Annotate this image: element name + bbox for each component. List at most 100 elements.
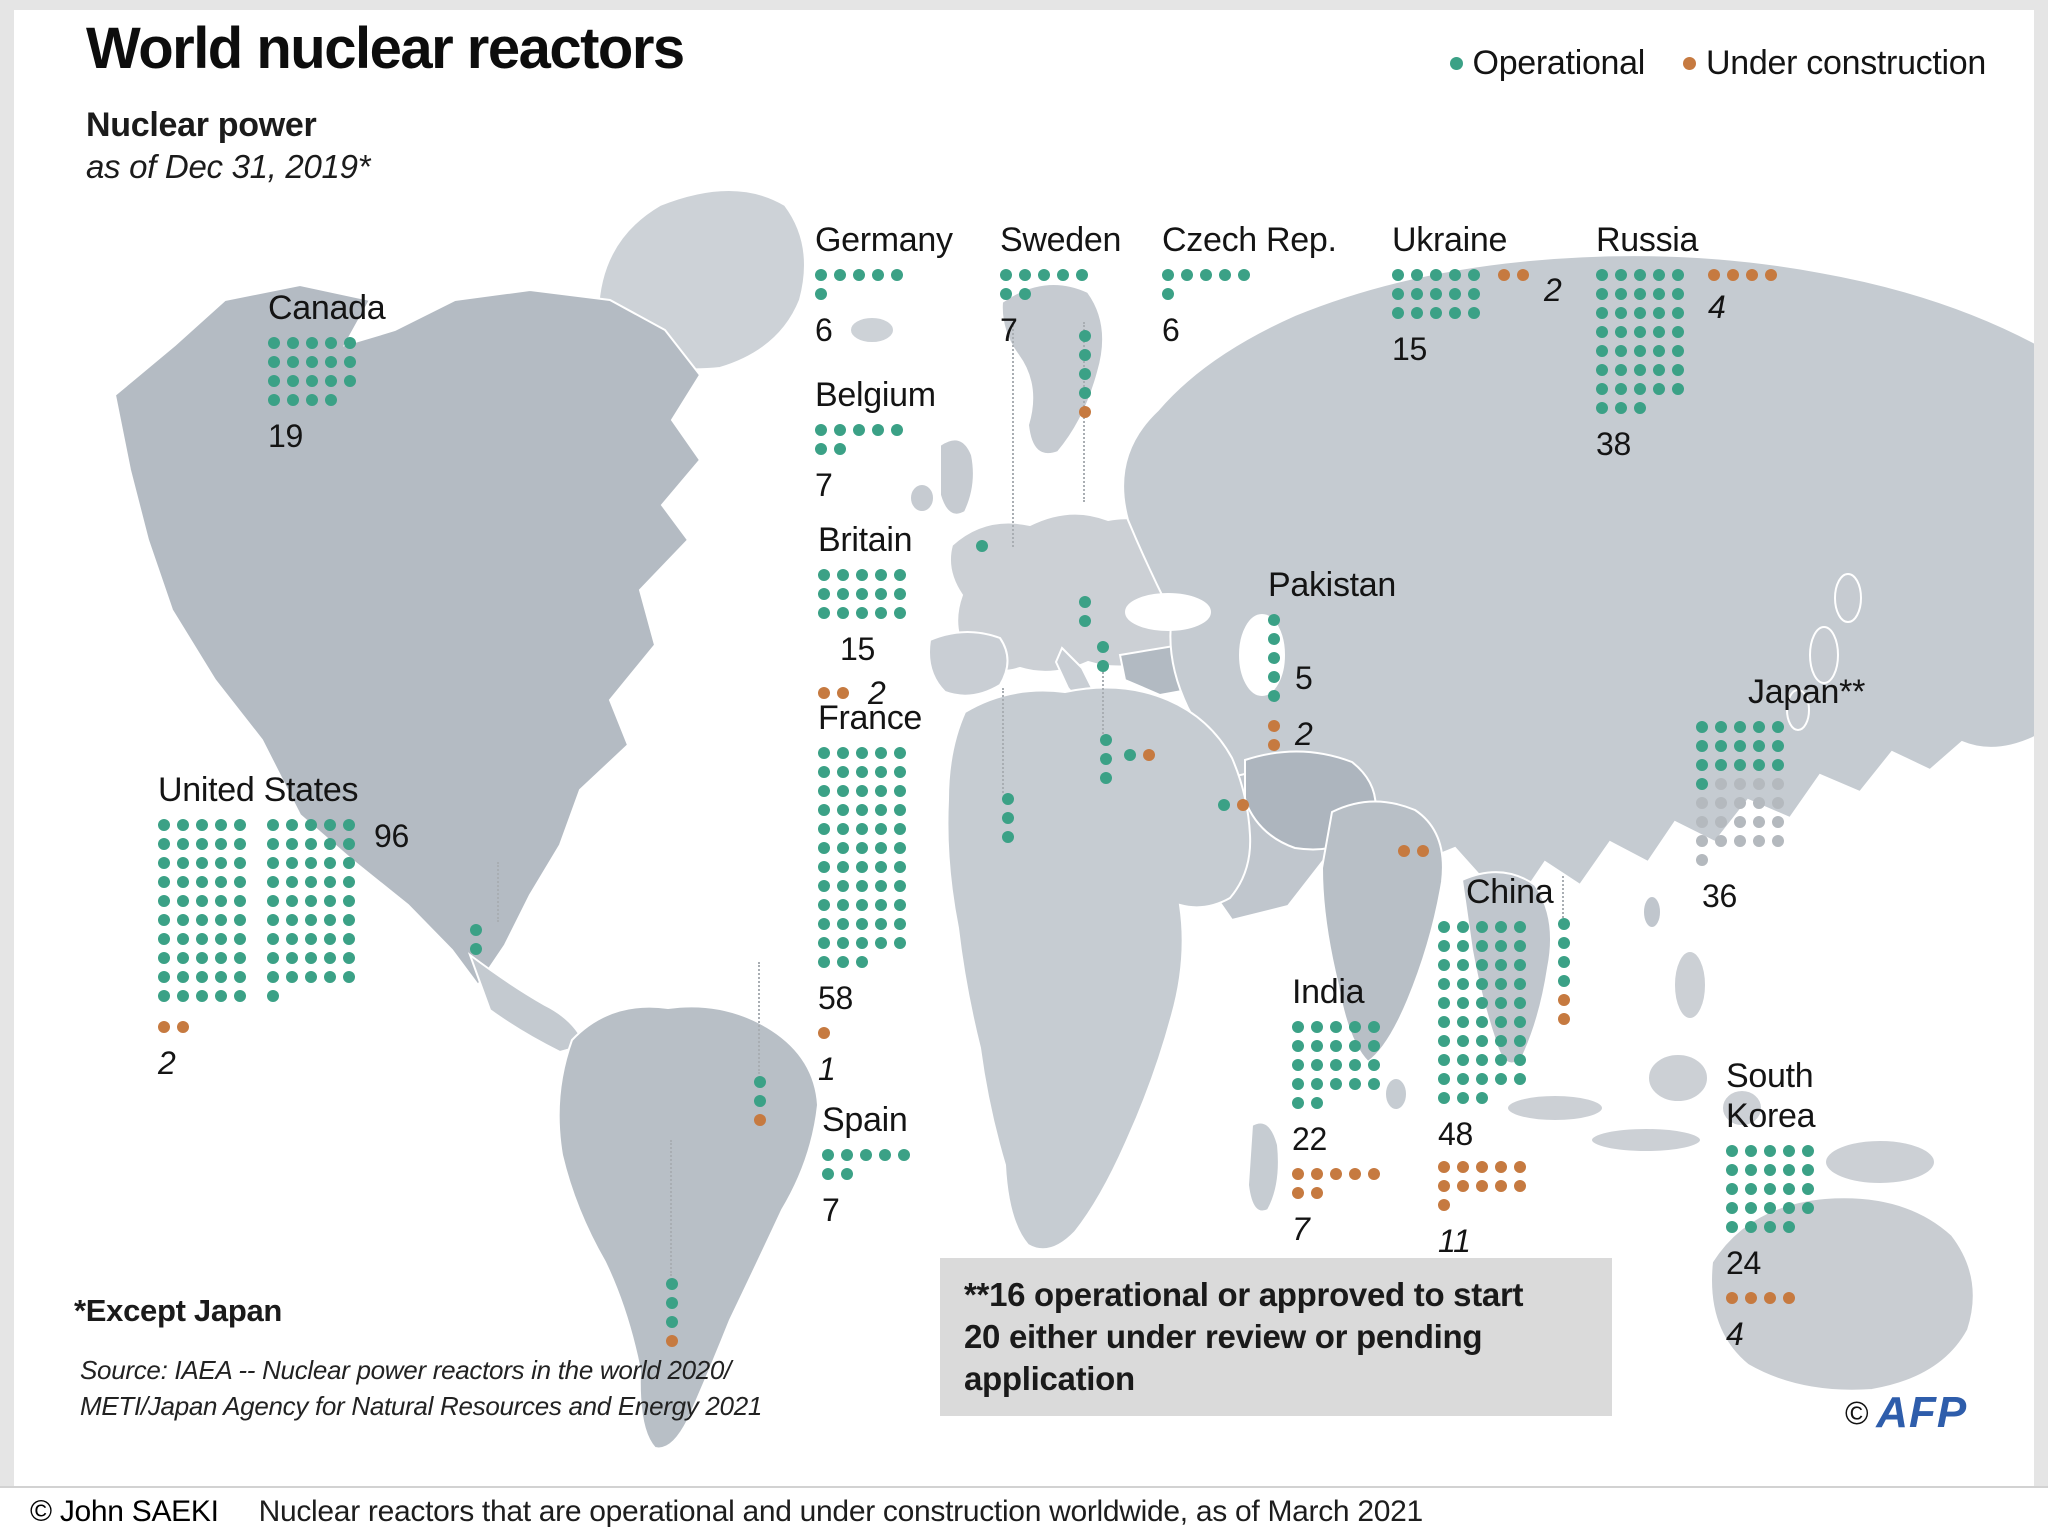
under-construction-group: 2	[1268, 717, 1396, 758]
reactor-dot	[1457, 1180, 1469, 1192]
reactor-dot	[1596, 269, 1608, 281]
under-construction-count: 2	[868, 675, 886, 711]
reactor-dot	[268, 356, 280, 368]
leader-line	[1012, 322, 1014, 547]
reactor-dot	[1476, 1180, 1488, 1192]
country-block-pakistan: Pakistan 5 2	[1268, 565, 1396, 758]
operational-dot-grid	[267, 819, 362, 1009]
reactor-dot	[875, 823, 887, 835]
reactor-dot	[1764, 1292, 1776, 1304]
reactor-dot	[1634, 307, 1646, 319]
reactor-dot	[818, 899, 830, 911]
reactor-dot	[1349, 1059, 1361, 1071]
reactor-dot	[196, 819, 208, 831]
reactor-dot	[158, 990, 170, 1002]
reactor-dot	[1615, 402, 1627, 414]
source-line1: Source: IAEA -- Nuclear power reactors i…	[80, 1355, 732, 1385]
reactor-dot	[1100, 734, 1112, 746]
reactor-dot	[875, 804, 887, 816]
map-marker-cluster	[976, 540, 988, 552]
reactor-dot	[1726, 1183, 1738, 1195]
reactor-dot	[898, 1149, 910, 1161]
reactor-dot	[1311, 1097, 1323, 1109]
reactor-dot	[1449, 269, 1461, 281]
reactor-dot	[158, 971, 170, 983]
reactor-dot	[1672, 345, 1684, 357]
reactor-dot	[1457, 1054, 1469, 1066]
reactor-dot	[1696, 721, 1708, 733]
reactor-dot	[158, 857, 170, 869]
reactor-dot	[267, 819, 279, 831]
reactor-dot	[1495, 921, 1507, 933]
reactor-dot	[1438, 940, 1450, 952]
map-britain-island	[939, 438, 975, 516]
reactor-dot	[1057, 269, 1069, 281]
reactor-dot	[1457, 978, 1469, 990]
operational-count: 15	[840, 631, 875, 667]
reactor-dot	[1476, 940, 1488, 952]
reactor-dot	[1495, 1035, 1507, 1047]
reactor-dot	[1438, 1092, 1450, 1104]
reactor-dot	[841, 1149, 853, 1161]
country-block-canada: Canada 19	[268, 288, 386, 453]
frame-edge-top	[0, 0, 2048, 10]
reactor-dot	[177, 838, 189, 850]
reactor-dot	[1368, 1059, 1380, 1071]
reactor-dot	[306, 356, 318, 368]
reactor-dot	[1457, 921, 1469, 933]
reactor-dot	[1715, 835, 1727, 847]
reactor-dot	[1653, 364, 1665, 376]
operational-dot-grid	[822, 1149, 917, 1187]
reactor-dot	[1368, 1021, 1380, 1033]
total-count: 36	[1702, 878, 1737, 914]
reactor-dot	[1734, 740, 1746, 752]
reactor-dot	[1411, 288, 1423, 300]
reactor-dot	[1634, 326, 1646, 338]
map-australia	[1710, 1196, 1975, 1392]
reactor-dot	[343, 876, 355, 888]
reactor-dot	[234, 895, 246, 907]
reactor-dot	[215, 876, 227, 888]
reactor-dot	[1772, 816, 1784, 828]
reactor-dot	[1802, 1202, 1814, 1214]
reactor-dot	[1745, 1145, 1757, 1157]
under-construction-dot-grid	[818, 1027, 837, 1046]
reactor-dot	[1311, 1059, 1323, 1071]
reactor-dot	[818, 687, 830, 699]
operational-count: 96	[374, 818, 409, 854]
frame-edge-left	[0, 0, 14, 1486]
country-block-japan: Japan** 36	[1696, 672, 1865, 913]
reactor-dot	[1476, 1073, 1488, 1085]
country-label: Czech Rep.	[1162, 221, 1337, 259]
reactor-dot	[1715, 721, 1727, 733]
reactor-dot	[215, 857, 227, 869]
operational-count: 22	[1292, 1121, 1327, 1157]
reactor-dot	[1727, 269, 1739, 281]
reactor-dot	[158, 1021, 170, 1033]
reactor-dot	[267, 876, 279, 888]
reactor-dot	[1457, 959, 1469, 971]
reactor-dot	[666, 1297, 678, 1309]
reactor-dot	[1745, 1221, 1757, 1233]
reactor-dot	[1143, 749, 1155, 761]
reactor-dot	[856, 918, 868, 930]
reactor-dot	[856, 766, 868, 778]
under-construction-dot-grid	[1726, 1292, 1821, 1311]
reactor-dot	[837, 842, 849, 854]
map-southeast-asia	[1460, 871, 1553, 1065]
reactor-dot	[267, 914, 279, 926]
reactor-dot	[1438, 1161, 1450, 1173]
reactor-dot	[177, 933, 189, 945]
source-attribution: Source: IAEA -- Nuclear power reactors i…	[80, 1352, 762, 1424]
reactor-dot	[325, 394, 337, 406]
reactor-dot	[215, 914, 227, 926]
reactor-dot	[1368, 1168, 1380, 1180]
reactor-dot	[1772, 835, 1784, 847]
reactor-dot	[1079, 330, 1091, 342]
reactor-dot	[1746, 269, 1758, 281]
caption-bar: © John SAEKI Nuclear reactors that are o…	[0, 1486, 2048, 1536]
caption-text: Nuclear reactors that are operational an…	[258, 1495, 1424, 1528]
reactor-dot	[1753, 759, 1765, 771]
reactor-dot	[872, 424, 884, 436]
under-construction-dot-grid	[1708, 269, 1788, 288]
